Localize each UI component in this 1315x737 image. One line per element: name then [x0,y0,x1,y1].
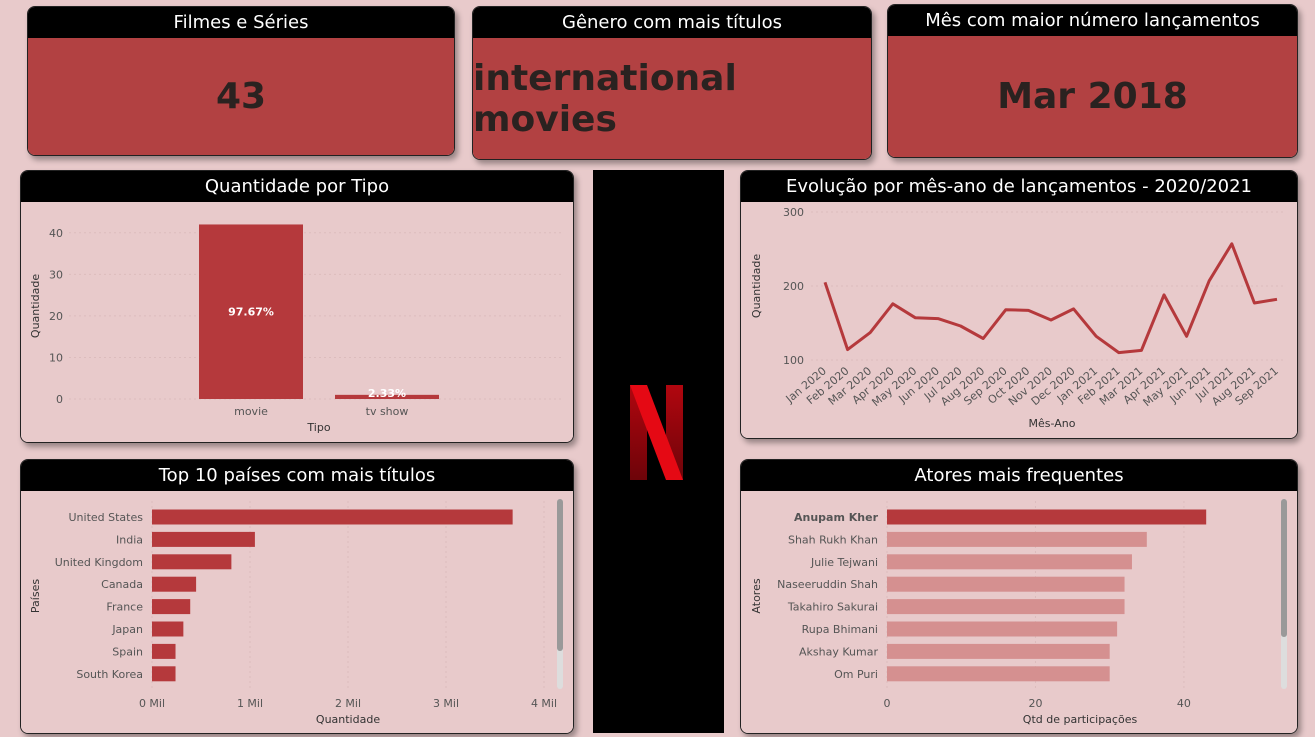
y-tick-label: 20 [49,310,63,323]
y-tick-label: 30 [49,268,63,281]
kpi-value: 43 [215,76,267,117]
bar [887,576,1125,592]
y-tick-label: 40 [49,227,63,240]
x-tick-label: movie [234,405,268,418]
x-axis-title: Qtd de participações [1023,713,1138,726]
y-tick-label: Takahiro Sakurai [787,601,878,614]
bar [887,554,1132,570]
data-label: 2.33% [368,387,406,400]
actors-scrollbar[interactable] [1281,499,1287,689]
bar [152,621,184,637]
kpi-title: Filmes e Séries [28,7,454,38]
kpi-card-count[interactable]: Filmes e Séries 43 [27,6,455,156]
y-tick-label: Akshay Kumar [799,645,878,658]
kpi-title: Mês com maior número lançamentos [888,5,1297,36]
bar [152,554,232,570]
y-tick-label: Rupa Bhimani [802,623,878,636]
chart-title: Top 10 países com mais títulos [21,460,573,491]
data-label: 97.67% [228,306,274,319]
bar [152,599,191,615]
x-axis-title: Quantidade [316,713,380,726]
chart-title: Evolução por mês-ano de lançamentos - 20… [741,171,1297,202]
bar [887,643,1110,659]
bar [887,531,1147,547]
bar [335,394,439,399]
y-tick-label: 200 [783,280,804,293]
scrollbar-thumb[interactable] [1281,499,1287,637]
y-axis-title: Quantidade [750,254,763,318]
x-tick-label: 2 Mil [335,697,361,710]
kpi-value: international movies [473,57,737,140]
y-tick-label: Canada [101,578,143,591]
kpi-card-genre[interactable]: Gênero com mais títulos international mo… [472,6,872,160]
y-tick-label: Julie Tejwani [810,556,878,569]
y-tick-label: Om Puri [834,668,878,681]
y-axis-title: Quantidade [29,274,42,338]
timeline-chart-card[interactable]: Evolução por mês-ano de lançamentos - 20… [740,170,1298,439]
logo-panel [593,170,724,733]
x-axis-title: Mês-Ano [1029,417,1076,430]
bar [152,531,255,547]
kpi-title: Gênero com mais títulos [473,7,871,38]
type-chart-card[interactable]: Quantidade por Tipo 0 10 20 30 40 97.67% movie… [20,170,574,443]
y-tick-label: Anupam Kher [794,511,879,524]
bar [152,576,197,592]
x-tick-label: tv show [366,405,409,418]
y-tick-label: 10 [49,351,63,364]
x-tick-label: 1 Mil [237,697,263,710]
y-tick-label: United Kingdom [55,556,143,569]
bar [152,666,176,682]
x-tick-label: 20 [1028,697,1042,710]
y-tick-label: 300 [783,206,804,219]
y-tick-label: Shah Rukh Khan [788,533,878,546]
actors-chart-card[interactable]: Atores mais frequentes 0 20 40 Anupam Kher S… [740,459,1298,734]
countries-chart-card[interactable]: Top 10 países com mais títulos 0 Mil 1 Mi… [20,459,574,734]
chart-title: Atores mais frequentes [741,460,1297,491]
bar [887,621,1118,637]
y-axis-title: Países [29,579,42,613]
actors-bar-chart: 0 20 40 Anupam Kher Shah Rukh Khan Julie Tejw… [750,501,1207,726]
netflix-logo-icon [630,385,683,480]
series-line [823,242,1278,355]
type-bar-chart: 0 10 20 30 40 97.67% movie 2.33% tv show Tipo Quan… [29,224,561,434]
y-axis-title: Atores [750,578,763,613]
scrollbar-thumb[interactable] [557,499,563,651]
x-tick-label: 0 [884,697,891,710]
x-tick-label: 40 [1177,697,1191,710]
y-tick-label: United States [69,511,144,524]
kpi-card-month[interactable]: Mês com maior número lançamentos Mar 201… [887,4,1298,158]
bar [887,666,1110,682]
y-tick-label: 0 [56,393,63,406]
chart-title: Quantidade por Tipo [21,171,573,202]
bar [152,643,176,659]
x-axis-title: Tipo [306,421,330,434]
kpi-value: Mar 2018 [997,76,1188,117]
bar [887,509,1207,525]
x-tick-label: 0 Mil [139,697,165,710]
y-tick-label: Naseeruddin Shah [777,578,878,591]
bar [887,599,1125,615]
y-tick-label: Japan [111,623,143,636]
x-tick-label: 3 Mil [433,697,459,710]
y-tick-label: France [106,601,143,614]
countries-bar-chart: 0 Mil 1 Mil 2 Mil 3 Mil 4 Mil United States In… [29,501,557,726]
countries-scrollbar[interactable] [557,499,563,689]
x-tick-label: 4 Mil [531,697,557,710]
bar [199,224,303,399]
y-tick-label: India [116,533,143,546]
y-tick-label: Spain [112,645,143,658]
bar [152,509,513,525]
y-tick-label: 100 [783,354,804,367]
y-tick-label: South Korea [76,668,143,681]
